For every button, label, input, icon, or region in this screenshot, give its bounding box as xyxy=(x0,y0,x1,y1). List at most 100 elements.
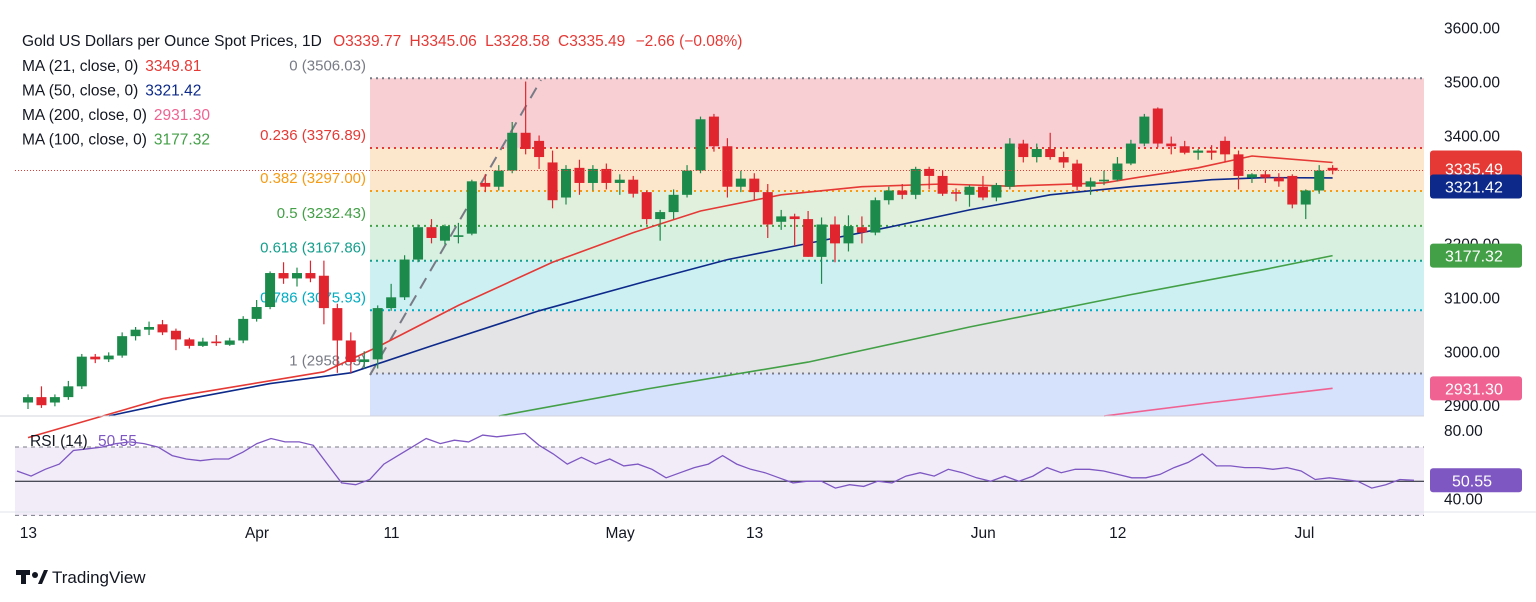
candle[interactable] xyxy=(789,213,800,247)
candle[interactable] xyxy=(1085,177,1096,195)
candle[interactable] xyxy=(63,380,74,400)
candle[interactable] xyxy=(870,197,881,236)
candle[interactable] xyxy=(708,113,719,152)
candle[interactable] xyxy=(507,121,518,174)
candle[interactable] xyxy=(749,173,760,201)
candle[interactable] xyxy=(695,116,706,174)
candle[interactable] xyxy=(144,321,155,336)
candle[interactable] xyxy=(951,188,962,202)
candle[interactable] xyxy=(130,326,141,341)
candle[interactable] xyxy=(1072,159,1083,191)
candle[interactable] xyxy=(1152,107,1163,148)
candle[interactable] xyxy=(157,319,168,336)
candle[interactable] xyxy=(883,186,894,205)
candle[interactable] xyxy=(1287,174,1298,209)
candle[interactable] xyxy=(49,394,60,407)
candle[interactable] xyxy=(1193,148,1204,160)
candle[interactable] xyxy=(1260,170,1271,183)
candle[interactable] xyxy=(1099,170,1109,186)
candle[interactable] xyxy=(1166,136,1177,155)
candle[interactable] xyxy=(332,303,343,373)
candle[interactable] xyxy=(251,300,262,322)
candle[interactable] xyxy=(238,316,249,344)
candle[interactable] xyxy=(574,159,585,195)
candle[interactable] xyxy=(413,224,424,263)
candle[interactable] xyxy=(655,209,666,241)
candle[interactable] xyxy=(561,165,571,205)
candlesticks[interactable] xyxy=(23,81,1338,409)
candle[interactable] xyxy=(803,211,814,257)
candle[interactable] xyxy=(1045,132,1056,160)
candle[interactable] xyxy=(480,174,491,193)
candle[interactable] xyxy=(184,337,195,349)
candle[interactable] xyxy=(520,81,531,155)
candle[interactable] xyxy=(991,182,1002,202)
candle[interactable] xyxy=(668,189,679,220)
candle[interactable] xyxy=(1031,143,1042,163)
price-pane[interactable]: 0 (3506.03) 0.236 (3376.89) 0.382 (3297.00… xyxy=(15,57,1424,439)
candle[interactable] xyxy=(493,165,504,191)
candle[interactable] xyxy=(211,335,222,346)
candle[interactable] xyxy=(1327,165,1338,175)
candle[interactable] xyxy=(1314,165,1325,194)
candle[interactable] xyxy=(1018,139,1029,163)
tradingview-logo[interactable]: TradingView xyxy=(16,568,146,587)
candle[interactable] xyxy=(1112,157,1123,182)
candle[interactable] xyxy=(1125,139,1136,166)
candle[interactable] xyxy=(924,166,935,190)
candle[interactable] xyxy=(587,165,598,191)
candle[interactable] xyxy=(937,170,948,196)
candle[interactable] xyxy=(305,260,316,283)
candle[interactable] xyxy=(197,337,208,347)
candle[interactable] xyxy=(90,353,101,364)
candle[interactable] xyxy=(1273,173,1284,187)
candle[interactable] xyxy=(466,179,477,236)
candle[interactable] xyxy=(36,386,47,408)
candle[interactable] xyxy=(816,217,827,284)
candle[interactable] xyxy=(292,267,302,287)
candle[interactable] xyxy=(359,351,370,369)
candle[interactable] xyxy=(265,271,276,310)
candle[interactable] xyxy=(1058,151,1069,168)
candle[interactable] xyxy=(1246,173,1257,183)
candle[interactable] xyxy=(910,166,921,200)
candle[interactable] xyxy=(897,184,908,200)
candle[interactable] xyxy=(453,222,464,244)
candle[interactable] xyxy=(386,283,397,311)
candle[interactable] xyxy=(117,332,128,358)
candle[interactable] xyxy=(318,260,329,325)
candle[interactable] xyxy=(830,216,840,263)
candle[interactable] xyxy=(601,163,612,190)
candle[interactable] xyxy=(856,216,867,244)
candle[interactable] xyxy=(224,337,235,346)
candle[interactable] xyxy=(372,305,383,369)
price-axis[interactable]: 3600.003500.003400.003300.003200.003100.… xyxy=(1444,21,1500,416)
candle[interactable] xyxy=(439,224,450,245)
time-axis[interactable]: 13 Apr 11 May 13 Jun 12 Jul xyxy=(20,525,1315,542)
candle[interactable] xyxy=(1179,140,1190,155)
candle[interactable] xyxy=(762,184,773,238)
candle[interactable] xyxy=(776,209,787,230)
candle[interactable] xyxy=(1206,145,1217,160)
candle[interactable] xyxy=(628,175,639,198)
candle[interactable] xyxy=(345,332,356,373)
rsi-pane[interactable] xyxy=(15,432,1424,516)
candle[interactable] xyxy=(843,215,854,252)
candle[interactable] xyxy=(399,255,410,301)
candle[interactable] xyxy=(547,150,558,209)
candle[interactable] xyxy=(1220,136,1231,163)
candle[interactable] xyxy=(23,394,33,409)
candle[interactable] xyxy=(964,185,975,207)
candle[interactable] xyxy=(426,219,437,244)
candle[interactable] xyxy=(534,135,545,169)
candle[interactable] xyxy=(977,175,988,201)
candle[interactable] xyxy=(76,353,87,390)
candle[interactable] xyxy=(1139,113,1150,147)
candle[interactable] xyxy=(614,174,625,195)
candle[interactable] xyxy=(1004,138,1015,190)
candle[interactable] xyxy=(1233,150,1244,190)
candle[interactable] xyxy=(170,328,181,351)
candle[interactable] xyxy=(1300,189,1311,220)
